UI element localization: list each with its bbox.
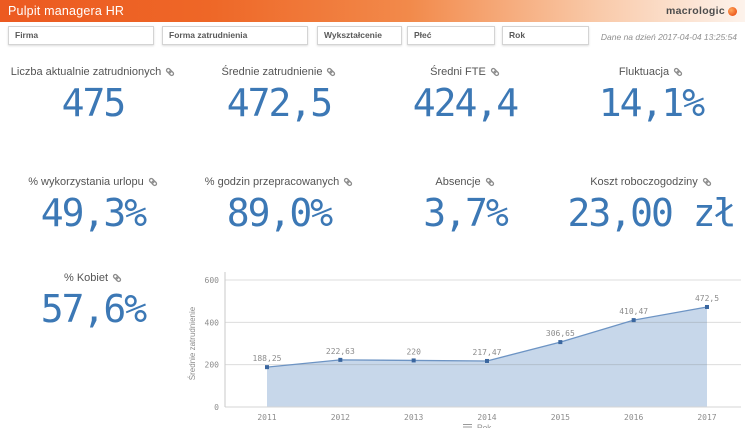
x-tick-label: 2014 bbox=[477, 413, 496, 422]
link-icon[interactable] bbox=[673, 67, 683, 77]
employment-trend-chart[interactable]: 188,25 222,63 220 217,47 306,65 410,47 472,5 0 2… bbox=[185, 264, 745, 428]
kpi-godziny-przepracowane[interactable]: % godzin przepracowanych 89,0% bbox=[186, 176, 372, 234]
link-icon[interactable] bbox=[112, 273, 122, 283]
kpi-wykorzystanie-urlopu[interactable]: % wykorzystania urlopu 49,3% bbox=[0, 176, 186, 234]
data-point-marker[interactable] bbox=[265, 365, 269, 370]
data-point-marker[interactable] bbox=[705, 304, 709, 309]
filter-bar: Firma Forma zatrudnienia Wykształcenie P… bbox=[0, 26, 745, 48]
macrologic-logo: macrologic bbox=[666, 5, 737, 17]
kpi-title-row: % godzin przepracowanych bbox=[186, 176, 372, 188]
kpi-title-row: Liczba aktualnie zatrudnionych bbox=[0, 66, 186, 78]
link-icon[interactable] bbox=[702, 177, 712, 187]
kpi-title: Absencje bbox=[435, 176, 481, 188]
link-icon[interactable] bbox=[485, 177, 495, 187]
filter-plec[interactable]: Płeć bbox=[407, 26, 495, 45]
link-icon[interactable] bbox=[326, 67, 336, 77]
kpi-fluktuacja[interactable]: Fluktuacja 14,1% bbox=[558, 66, 744, 124]
filter-wyksztalcenie[interactable]: Wykształcenie bbox=[317, 26, 402, 45]
kpi-value: 424,4 bbox=[412, 81, 519, 125]
data-point-label: 222,63 bbox=[326, 347, 355, 356]
data-point-marker[interactable] bbox=[338, 357, 343, 362]
x-tick-label: 2011 bbox=[257, 413, 276, 422]
data-as-of-timestamp: Dane na dzień 2017-04-04 13:25:54 bbox=[600, 32, 737, 42]
filter-rok[interactable]: Rok bbox=[502, 26, 589, 45]
data-point-label: 306,65 bbox=[546, 329, 575, 338]
kpi-value: 89,0% bbox=[226, 191, 333, 235]
kpi-title-row: Absencje bbox=[372, 176, 558, 188]
kpi-srednie-zatrudnienie[interactable]: Średnie zatrudnienie 472,5 bbox=[186, 66, 372, 124]
kpi-title: % godzin przepracowanych bbox=[204, 176, 340, 188]
data-point-marker[interactable] bbox=[558, 340, 563, 345]
kpi-title-row: Średni FTE bbox=[372, 66, 558, 78]
x-tick-label: 2015 bbox=[551, 413, 570, 422]
link-icon[interactable] bbox=[343, 177, 353, 187]
x-tick-label: 2012 bbox=[331, 413, 350, 422]
x-axis-title: Rok bbox=[477, 424, 492, 428]
link-icon[interactable] bbox=[490, 67, 500, 77]
y-tick-label: 400 bbox=[205, 318, 220, 327]
x-tick-label: 2013 bbox=[404, 413, 423, 422]
kpi-title: Koszt roboczogodziny bbox=[590, 176, 698, 188]
kpi-sredni-fte[interactable]: Średni FTE 424,4 bbox=[372, 66, 558, 124]
app-header: Pulpit managera HR macrologic bbox=[0, 0, 745, 22]
data-point-label: 410,47 bbox=[619, 307, 648, 316]
data-point-label: 188,25 bbox=[253, 354, 282, 363]
kpi-title-row: Średnie zatrudnienie bbox=[186, 66, 372, 78]
filter-label: Rok bbox=[509, 30, 526, 40]
area-fill bbox=[267, 306, 707, 407]
kpi-title: % wykorzystania urlopu bbox=[28, 176, 144, 188]
kpi-title: Średnie zatrudnienie bbox=[221, 66, 323, 78]
page-title: Pulpit managera HR bbox=[8, 4, 125, 18]
y-tick-label: 600 bbox=[205, 276, 220, 285]
kpi-title-row: % Kobiet bbox=[0, 272, 186, 284]
y-tick-label: 200 bbox=[205, 361, 220, 370]
kpi-value: 472,5 bbox=[226, 81, 333, 125]
kpi-procent-kobiet[interactable]: % Kobiet 57,6% bbox=[0, 272, 186, 330]
logo-ball-icon bbox=[728, 6, 737, 16]
data-point-marker[interactable] bbox=[411, 358, 416, 363]
kpi-value: 475 bbox=[61, 81, 127, 125]
filter-forma-zatrudnienia[interactable]: Forma zatrudnienia bbox=[162, 26, 308, 45]
kpi-title: % Kobiet bbox=[63, 272, 109, 284]
kpi-title-row: % wykorzystania urlopu bbox=[0, 176, 186, 188]
kpi-title-row: Koszt roboczogodziny bbox=[558, 176, 744, 188]
data-point-label: 220 bbox=[406, 347, 421, 356]
y-axis-title: Średnie zatrudnienie bbox=[188, 306, 197, 380]
logo-text: macrologic bbox=[665, 5, 725, 17]
kpi-value: 3,7% bbox=[423, 191, 509, 235]
kpi-title: Liczba aktualnie zatrudnionych bbox=[10, 66, 162, 78]
link-icon[interactable] bbox=[165, 67, 175, 77]
filter-firma[interactable]: Firma bbox=[8, 26, 154, 45]
area-chart-svg: 188,25 222,63 220 217,47 306,65 410,47 472,5 0 2… bbox=[188, 272, 741, 428]
kpi-title-row: Fluktuacja bbox=[558, 66, 744, 78]
data-point-marker[interactable] bbox=[485, 358, 489, 363]
kpi-liczba-zatrudnionych[interactable]: Liczba aktualnie zatrudnionych 475 bbox=[0, 66, 186, 124]
y-tick-label: 0 bbox=[214, 403, 219, 412]
filter-label: Wykształcenie bbox=[324, 30, 382, 40]
filter-label: Forma zatrudnienia bbox=[169, 30, 248, 40]
kpi-koszt-roboczogodziny[interactable]: Koszt roboczogodziny 23,00 zł bbox=[558, 176, 744, 234]
link-icon[interactable] bbox=[148, 177, 158, 187]
data-point-label: 472,5 bbox=[695, 294, 719, 303]
kpi-value: 14,1% bbox=[598, 81, 705, 125]
kpi-title: Fluktuacja bbox=[618, 66, 670, 78]
kpi-value: 57,6% bbox=[40, 287, 147, 331]
kpi-value: 23,00 zł bbox=[567, 191, 736, 235]
kpi-absencje[interactable]: Absencje 3,7% bbox=[372, 176, 558, 234]
data-point-marker[interactable] bbox=[631, 318, 636, 323]
x-tick-label: 2017 bbox=[697, 413, 716, 422]
data-point-label: 217,47 bbox=[473, 348, 502, 357]
kpi-title: Średni FTE bbox=[430, 66, 486, 78]
kpi-value: 49,3% bbox=[40, 191, 147, 235]
filter-label: Firma bbox=[15, 30, 39, 40]
x-tick-label: 2016 bbox=[624, 413, 643, 422]
filter-label: Płeć bbox=[414, 30, 432, 40]
